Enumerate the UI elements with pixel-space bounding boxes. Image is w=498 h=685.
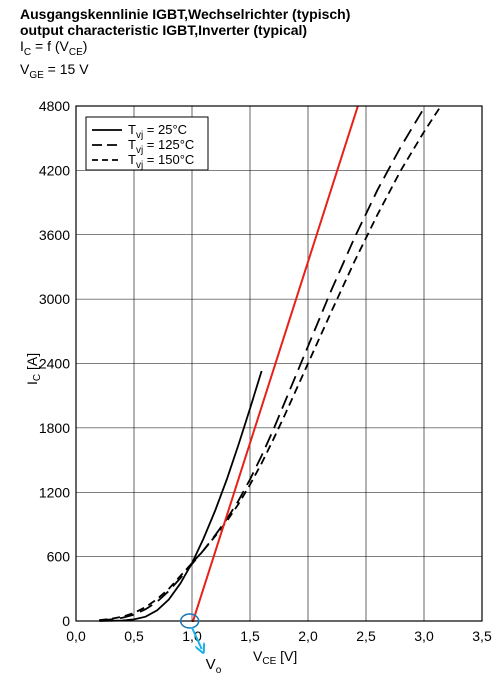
vo-label: Vo xyxy=(206,656,222,676)
tick-labels: 0,0 0,5 1,0 1,5 2,0 2,5 3,0 3,50600120018002400… xyxy=(39,98,492,644)
vo-marker xyxy=(179,613,200,629)
y-tick-label: 4800 xyxy=(39,98,70,114)
x-axis-label: VCE [V] xyxy=(253,648,297,667)
curves xyxy=(99,106,442,622)
y-tick-label: 3000 xyxy=(39,291,70,307)
y-tick-label: 3600 xyxy=(39,227,70,243)
x-tick-label: 3,5 xyxy=(472,628,492,644)
x-tick-label: 2,0 xyxy=(298,628,318,644)
y-tick-label: 2400 xyxy=(39,356,70,372)
series-line-2 xyxy=(99,106,427,622)
formula-label: IC = f (VCE) xyxy=(20,38,88,58)
y-tick-label: 0 xyxy=(62,613,70,629)
x-tick-label: 1,5 xyxy=(240,628,260,644)
x-tick-label: 0,0 xyxy=(66,628,86,644)
x-tick-label: 3,0 xyxy=(414,628,434,644)
vo-arrow xyxy=(190,626,202,649)
legend-label-3: Tvj = 150°C xyxy=(128,152,194,171)
x-tick-label: 2,5 xyxy=(356,628,376,644)
title-english: output characteristic IGBT,Inverter (typ… xyxy=(20,22,308,38)
y-tick-label: 1800 xyxy=(39,420,70,436)
title-german: Ausgangskennlinie IGBT,Wechselrichter (t… xyxy=(20,6,351,22)
y-tick-label: 1200 xyxy=(39,484,70,500)
legend-box xyxy=(85,116,209,171)
y-axis-label: IC [A] xyxy=(24,353,43,385)
series-line-3 xyxy=(99,106,442,621)
legend-label-1: Tvj = 25°C xyxy=(128,122,187,141)
plot-frame xyxy=(75,105,483,622)
condition-label: VGE = 15 V xyxy=(20,60,89,81)
tangent-line xyxy=(191,106,359,622)
x-tick-label: 0,5 xyxy=(124,628,144,644)
legend-label-2: Tvj = 125°C xyxy=(128,137,194,156)
annotations: Vo xyxy=(179,613,222,676)
grid xyxy=(75,105,483,622)
chart-header: Ausgangskennlinie IGBT,Wechselrichter (t… xyxy=(20,6,350,84)
series-line-1 xyxy=(99,370,263,622)
y-tick-label: 4200 xyxy=(39,162,70,178)
y-tick-label: 600 xyxy=(47,549,71,565)
